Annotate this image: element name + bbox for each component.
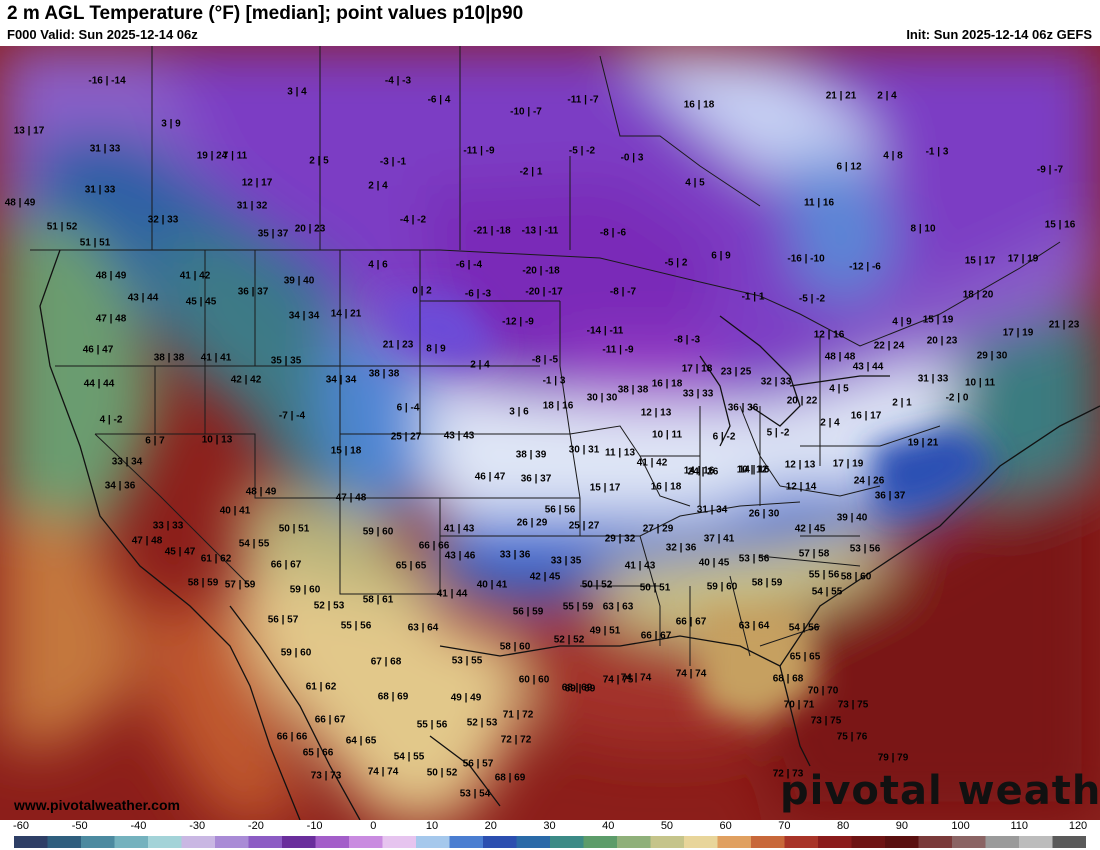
colorbar-segment (148, 836, 183, 848)
colorbar-segment (47, 836, 82, 848)
colorbar-segment (416, 836, 451, 848)
temperature-map (0, 46, 1100, 820)
colorbar-segment (315, 836, 350, 848)
colorbar-tick-label: -50 (71, 820, 88, 832)
colorbar-tick-label: -40 (130, 820, 147, 832)
colorbar-tick-label: 20 (484, 820, 497, 832)
colorbar-segment (181, 836, 216, 848)
colorbar-segment (1052, 836, 1086, 848)
colorbar-segment (449, 836, 484, 848)
pivotal-weather-logo: pivotal weather (780, 768, 1100, 814)
colorbar-segment (818, 836, 853, 848)
colorbar-tick-label: -10 (306, 820, 323, 832)
colorbar-segment (382, 836, 417, 848)
colorbar-segment (349, 836, 384, 848)
colorbar-segment (14, 836, 49, 848)
colorbar-tick-label: 120 (1068, 820, 1088, 832)
colorbar-segment (248, 836, 283, 848)
colorbar-segment (516, 836, 551, 848)
colorbar-segment (550, 836, 585, 848)
colorbar-segment (483, 836, 518, 848)
colorbar-segment (985, 836, 1020, 848)
colorbar-tick-label: 0 (370, 820, 377, 832)
map-header: 2 m AGL Temperature (°F) [median]; point… (0, 0, 1100, 46)
colorbar-segment (717, 836, 752, 848)
colorbar-segment (784, 836, 819, 848)
colorbar-tick-label: 10 (425, 820, 439, 832)
colorbar-gradient (14, 836, 1086, 848)
map-title: 2 m AGL Temperature (°F) [median]; point… (7, 3, 524, 24)
colorbar-tick-label: 80 (836, 820, 850, 832)
colorbar-tick-label: 50 (660, 820, 674, 832)
colorbar-tick-label: 90 (895, 820, 908, 832)
colorbar-segment (851, 836, 886, 848)
colorbar-tick-label: 40 (602, 820, 615, 832)
colorbar-segment (1019, 836, 1054, 848)
colorbar-segment (282, 836, 317, 848)
init-time-label: Init: Sun 2025-12-14 06z GEFS (906, 27, 1092, 42)
colorbar-tick-label: 70 (778, 820, 791, 832)
colorbar-segment (918, 836, 953, 848)
colorbar-tick-label: 100 (951, 820, 970, 832)
colorbar-ticks: -60 -50 -40 -30 -20 -10 0 10 20 30 40 50 60 70 80 90 100… (0, 820, 1100, 834)
colorbar-tick-label: 60 (719, 820, 732, 832)
colorbar-segment (952, 836, 987, 848)
colorbar-segment (583, 836, 618, 848)
colorbar-tick-label: 110 (1010, 820, 1029, 832)
colorbar-tick-label: 30 (543, 820, 556, 832)
colorbar-tick-label: -60 (13, 820, 29, 832)
colorbar-segment (215, 836, 250, 848)
valid-time-label: F000 Valid: Sun 2025-12-14 06z (7, 27, 198, 42)
colorbar-tick-label: -30 (189, 820, 206, 832)
temperature-colorbar: -60 -50 -40 -30 -20 -10 0 10 20 30 40 50 60 70 80 90 100… (0, 820, 1100, 850)
colorbar-segment (684, 836, 719, 848)
colorbar-segment (885, 836, 920, 848)
colorbar-segment (114, 836, 149, 848)
colorbar-segment (650, 836, 685, 848)
colorbar-tick-label: -20 (247, 820, 264, 832)
website-label: www.pivotalweather.com (14, 797, 180, 813)
colorbar-segment (751, 836, 786, 848)
colorbar-segment (81, 836, 116, 848)
colorbar-segment (617, 836, 652, 848)
